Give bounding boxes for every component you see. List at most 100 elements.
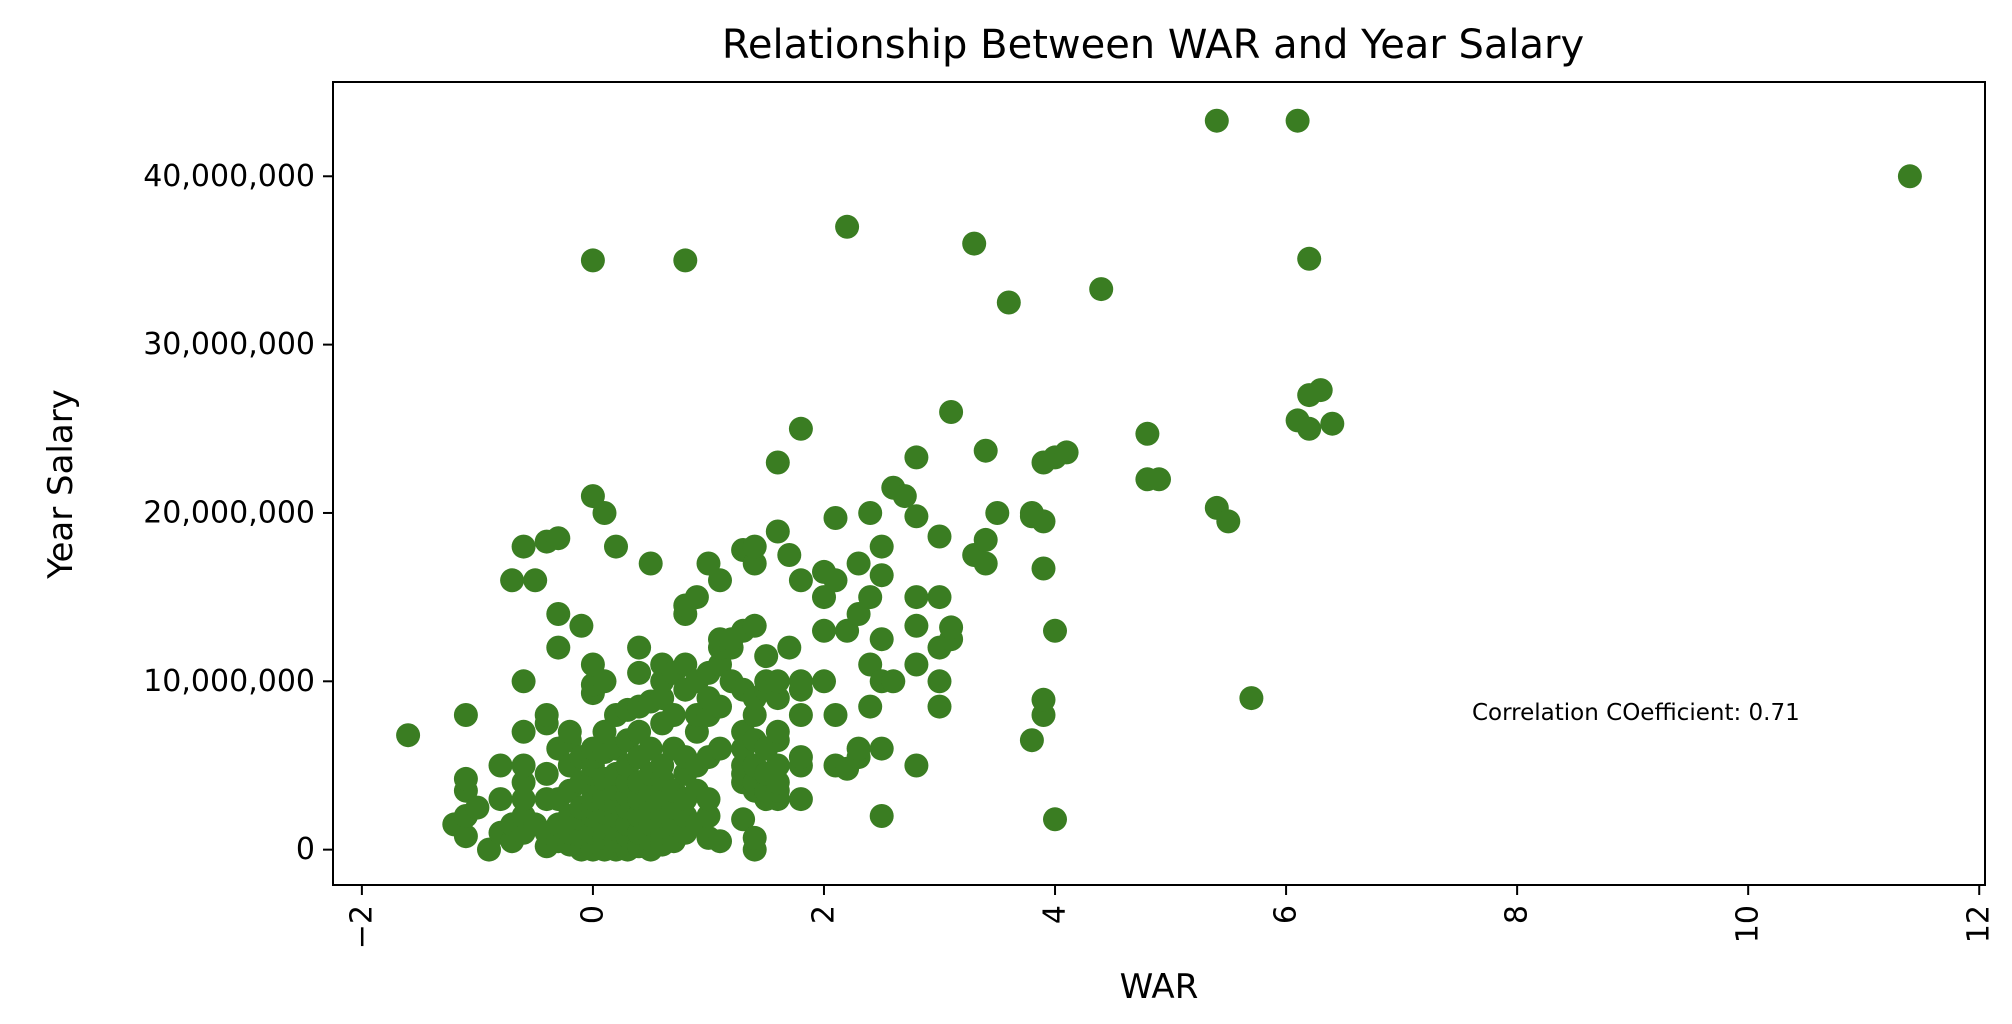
data-point [453,703,478,727]
data-point [580,484,605,509]
data-point [511,534,536,559]
data-point [1216,509,1241,534]
y-axis-ticks: 0 10,000,000 20,000,000 30,000,000 40,000,00… [143,159,333,867]
data-point [765,669,790,694]
x-tick-label: 12 [1962,905,1997,943]
data-point [708,829,732,854]
x-tick-label: −2 [344,905,379,949]
data-point [1320,411,1345,436]
data-point [742,613,767,638]
data-point [684,585,709,610]
data-point [823,506,848,530]
y-tick-label: 10,000,000 [143,664,315,699]
data-point [1031,509,1056,534]
data-point [1308,378,1333,403]
data-point [465,795,490,820]
data-point [742,703,767,727]
data-point [904,445,929,470]
data-point [869,563,894,588]
data-point [511,787,536,812]
y-tick-label: 40,000,000 [143,159,315,194]
data-point [869,736,894,761]
data-point [1897,164,1922,189]
data-point [835,214,860,239]
x-axis-ticks: −2 0 2 4 6 8 10 12 [344,885,1997,949]
data-point [696,551,721,576]
data-point [696,804,721,828]
data-point [927,669,952,694]
data-point [846,602,871,626]
data-point [973,527,998,552]
data-point [673,652,698,677]
data-point [396,723,421,748]
data-point [996,290,1021,315]
data-point [788,787,813,812]
data-point [1135,421,1160,446]
data-point [1019,728,1044,753]
data-point [627,719,652,744]
data-point [881,669,906,694]
data-point [904,585,929,610]
data-point [869,627,894,652]
data-point [731,807,756,832]
data-point [453,766,478,791]
data-point [650,686,675,711]
data-point [627,660,652,685]
x-tick-label: 6 [1269,905,1304,924]
data-point [708,694,732,719]
data-point [592,719,617,744]
data-point [973,551,998,576]
data-point [488,753,513,778]
data-point [580,248,605,273]
data-point [592,669,617,694]
data-point [765,770,790,795]
data-point [777,543,802,567]
data-point [765,450,790,475]
data-point [546,526,571,551]
data-point [546,602,571,626]
data-point [812,669,836,694]
data-point [823,568,848,593]
data-point [1285,108,1310,133]
data-point [453,824,478,849]
data-point [846,736,871,761]
data-point [477,837,501,862]
data-point [892,484,917,509]
data-point [927,585,952,610]
data-point [569,613,594,638]
data-point [511,719,536,744]
data-point [523,568,548,593]
x-tick-label: 8 [1500,905,1535,924]
data-point [511,669,536,694]
data-point [812,585,836,610]
data-point [788,703,813,727]
data-point [580,652,605,677]
y-tick-label: 0 [296,832,315,867]
data-point [650,753,675,778]
x-tick-label: 0 [575,905,610,924]
y-axis-label: Year Salary [41,389,81,580]
data-point [835,618,860,643]
chart-title: Relationship Between WAR and Year Salary [722,22,1584,68]
data-point [765,753,790,778]
x-tick-label: 2 [806,905,841,924]
y-tick-label: 20,000,000 [143,495,315,530]
data-point [939,615,964,640]
data-point [1031,556,1056,581]
data-point [557,719,582,744]
data-point [1043,618,1067,643]
data-point [788,745,813,770]
data-point [708,568,732,593]
data-point [765,719,790,744]
data-point [788,416,813,441]
data-point [858,694,883,719]
data-point [500,568,525,593]
plot-area-frame [332,81,1986,886]
data-point [696,787,721,812]
data-point [927,524,952,549]
data-point [869,804,894,828]
data-point [742,825,767,850]
data-point [985,501,1010,525]
data-point [684,719,709,744]
data-point [858,652,883,677]
